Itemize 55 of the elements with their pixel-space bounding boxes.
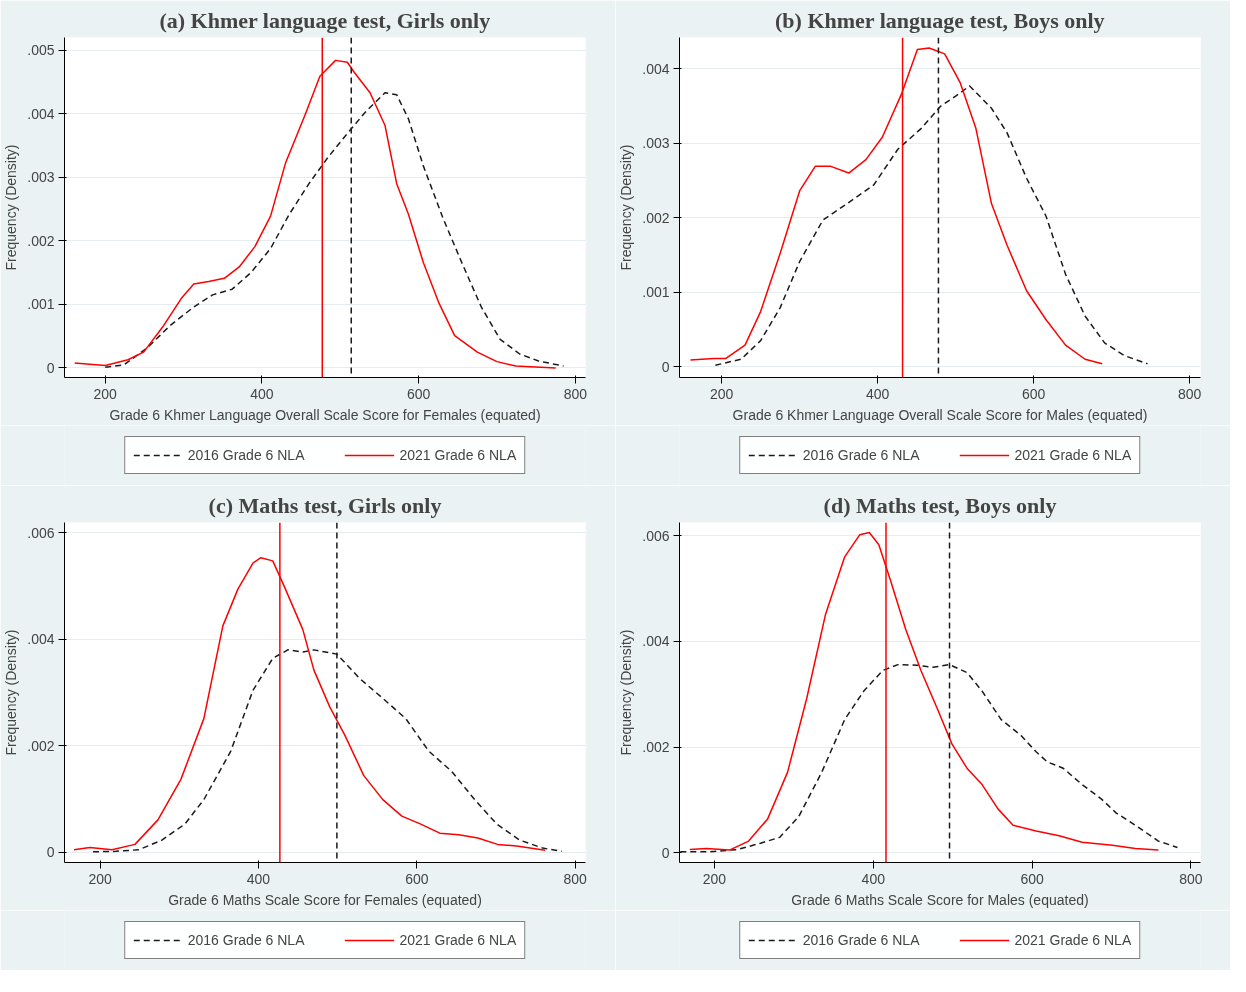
x-tick-label: 400 bbox=[865, 385, 890, 402]
x-tick-label: 600 bbox=[1020, 870, 1045, 887]
x-axis-title: Grade 6 Maths Scale Score for Females (equated) bbox=[168, 891, 482, 908]
y-tick-label: .003 bbox=[27, 169, 55, 186]
chart-title: (a) Khmer language test, Girls only bbox=[159, 7, 491, 33]
x-tick-label: 200 bbox=[702, 870, 727, 887]
x-tick-label: 200 bbox=[93, 385, 118, 402]
y-tick-label: .002 bbox=[27, 232, 55, 249]
chart-title: (d) Maths test, Boys only bbox=[823, 492, 1057, 518]
y-tick-label: 0 bbox=[46, 359, 55, 376]
x-tick-label: 800 bbox=[563, 385, 588, 402]
x-tick-label: 400 bbox=[246, 870, 271, 887]
x-axis-title: Grade 6 Maths Scale Score for Males (equated) bbox=[791, 891, 1089, 908]
y-tick-label: .004 bbox=[27, 105, 55, 122]
x-tick-label: 800 bbox=[1179, 870, 1203, 887]
y-tick-label: 0 bbox=[661, 844, 670, 861]
y-tick-label: .005 bbox=[27, 42, 55, 59]
x-tick-label: 800 bbox=[1177, 385, 1202, 402]
x-axis-title: Grade 6 Khmer Language Overall Scale Score for Females (equated) bbox=[109, 406, 541, 423]
legend-label: 2021 Grade 6 NLA bbox=[1014, 447, 1132, 463]
y-tick-label: .006 bbox=[27, 524, 55, 541]
x-tick-label: 200 bbox=[709, 385, 734, 402]
x-tick-label: 800 bbox=[563, 870, 588, 887]
y-tick-label: .001 bbox=[642, 284, 670, 301]
x-tick-label: 600 bbox=[405, 870, 429, 887]
y-tick-label: .004 bbox=[642, 633, 670, 650]
x-axis-title: Grade 6 Khmer Language Overall Scale Score for Males (equated) bbox=[732, 406, 1148, 423]
x-tick-label: 400 bbox=[861, 870, 886, 887]
y-tick-label: .004 bbox=[27, 631, 55, 648]
y-tick-label: .001 bbox=[27, 296, 55, 313]
legend-label: 2021 Grade 6 NLA bbox=[399, 932, 517, 948]
y-tick-label: .002 bbox=[27, 737, 55, 754]
y-tick-label: .002 bbox=[642, 209, 670, 226]
y-tick-label: .002 bbox=[642, 739, 670, 756]
legend-label: 2021 Grade 6 NLA bbox=[399, 447, 517, 463]
x-tick-label: 600 bbox=[406, 385, 431, 402]
y-axis-title: Frequency (Density) bbox=[618, 144, 635, 271]
x-tick-label: 600 bbox=[1021, 385, 1046, 402]
y-tick-label: 0 bbox=[46, 844, 55, 861]
x-tick-label: 200 bbox=[88, 870, 113, 887]
legend-label: 2016 Grade 6 NLA bbox=[187, 932, 305, 948]
legend-label: 2016 Grade 6 NLA bbox=[802, 447, 920, 463]
y-axis-title: Frequency (Density) bbox=[3, 144, 20, 271]
y-tick-label: .006 bbox=[642, 527, 670, 544]
x-tick-label: 400 bbox=[250, 385, 274, 402]
y-axis-title: Frequency (Density) bbox=[3, 629, 20, 756]
y-axis-title: Frequency (Density) bbox=[618, 629, 635, 756]
legend-label: 2021 Grade 6 NLA bbox=[1014, 932, 1132, 948]
y-tick-label: 0 bbox=[661, 358, 670, 375]
y-tick-label: .003 bbox=[642, 135, 670, 152]
chart-title: (b) Khmer language test, Boys only bbox=[775, 7, 1105, 33]
chart-title: (c) Maths test, Girls only bbox=[208, 492, 442, 518]
y-tick-label: .004 bbox=[642, 60, 670, 77]
legend-label: 2016 Grade 6 NLA bbox=[802, 932, 920, 948]
legend-label: 2016 Grade 6 NLA bbox=[187, 447, 305, 463]
